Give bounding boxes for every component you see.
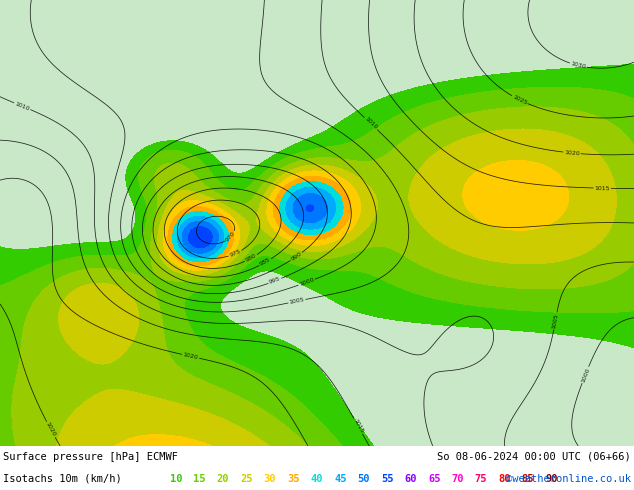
Text: 1015: 1015 [352, 418, 364, 434]
Text: 50: 50 [358, 474, 370, 484]
Text: 60: 60 [404, 474, 417, 484]
Text: 1030: 1030 [570, 61, 586, 70]
Text: So 08-06-2024 00:00 UTC (06+66): So 08-06-2024 00:00 UTC (06+66) [437, 452, 631, 462]
Text: 1010: 1010 [14, 101, 30, 112]
Text: 70: 70 [451, 474, 464, 484]
Text: Surface pressure [hPa] ECMWF: Surface pressure [hPa] ECMWF [3, 452, 178, 462]
Text: 995: 995 [268, 276, 281, 285]
Text: 65: 65 [428, 474, 441, 484]
Text: 55: 55 [381, 474, 394, 484]
Text: 980: 980 [245, 253, 257, 263]
Text: 970: 970 [225, 231, 236, 243]
Text: 90: 90 [545, 474, 558, 484]
Text: 35: 35 [287, 474, 300, 484]
Text: ©weatheronline.co.uk: ©weatheronline.co.uk [506, 474, 631, 484]
Text: 975: 975 [229, 249, 242, 258]
Text: 75: 75 [475, 474, 488, 484]
Text: 1005: 1005 [289, 297, 305, 305]
Text: 30: 30 [264, 474, 276, 484]
Text: 10: 10 [170, 474, 183, 484]
Text: 1020: 1020 [45, 421, 57, 438]
Text: 45: 45 [334, 474, 347, 484]
Text: 15: 15 [193, 474, 206, 484]
Text: 40: 40 [311, 474, 323, 484]
Text: 1020: 1020 [564, 150, 580, 156]
Text: 1005: 1005 [552, 313, 559, 329]
Text: 1000: 1000 [299, 277, 315, 287]
Text: 1010: 1010 [363, 117, 378, 131]
Text: 80: 80 [498, 474, 511, 484]
Text: 25: 25 [240, 474, 253, 484]
Text: 990: 990 [290, 251, 302, 262]
Text: 1000: 1000 [580, 367, 590, 383]
Text: 1020: 1020 [183, 352, 199, 361]
Text: Isotachs 10m (km/h): Isotachs 10m (km/h) [3, 474, 122, 484]
Text: 1015: 1015 [595, 186, 610, 191]
Text: 985: 985 [259, 257, 272, 268]
Text: 20: 20 [217, 474, 230, 484]
Text: 1025: 1025 [512, 94, 527, 105]
Text: 85: 85 [522, 474, 534, 484]
